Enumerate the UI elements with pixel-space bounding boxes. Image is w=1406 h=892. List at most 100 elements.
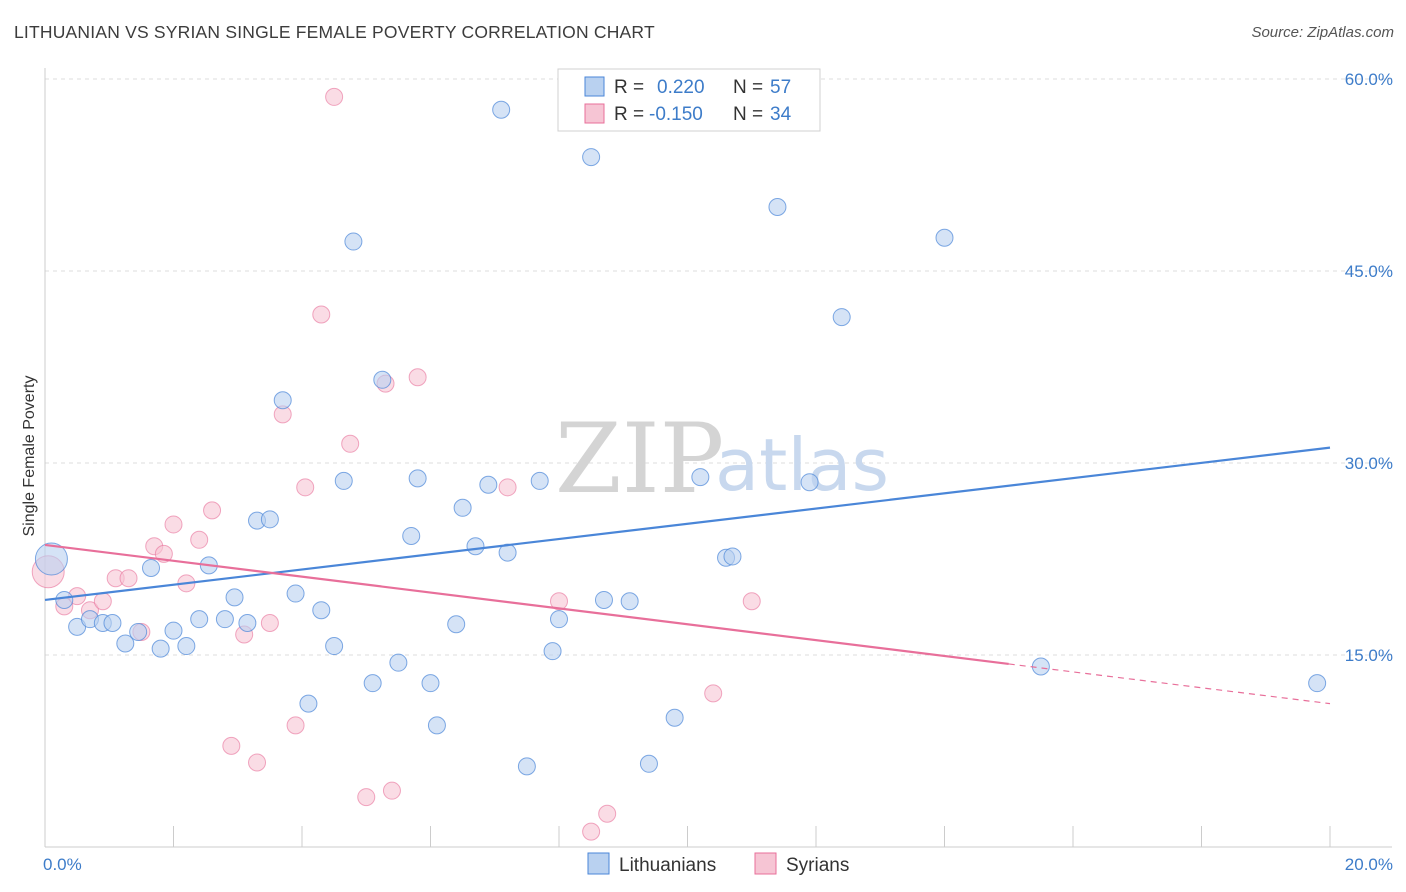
lithuanian-point	[260, 510, 279, 529]
top-legend: R = 0.220 N = 57 R = -0.150 N = 34	[557, 68, 821, 132]
lithuanian-point	[334, 471, 353, 490]
syrian-point	[550, 592, 568, 611]
lithuanian-point	[550, 610, 568, 629]
y-tick-labels: 15.0% 30.0% 45.0% 60.0%	[1345, 70, 1393, 665]
lithuanian-point	[225, 588, 244, 607]
syrian-point	[742, 592, 761, 611]
syrian-point	[93, 592, 112, 611]
lithuanian-point	[286, 584, 305, 603]
chart-title: LITHUANIAN VS SYRIAN SINGLE FEMALE POVER…	[14, 22, 655, 42]
lithuanian-point	[421, 674, 440, 693]
lithuanian-point	[34, 542, 68, 576]
lithuanian-point	[344, 232, 363, 251]
syrian-point	[164, 515, 183, 534]
lithuanian-point	[492, 100, 511, 119]
x-tick-labels: 0.0% 20.0%	[43, 855, 1393, 874]
syrian-point	[582, 822, 601, 841]
legend-swatch-lithuanians	[584, 76, 605, 97]
lithuanian-point	[665, 708, 684, 727]
legend-r-label-syr: R =	[614, 104, 644, 125]
lithuanian-point	[691, 468, 710, 487]
lithuanian-point	[129, 622, 148, 641]
lithuanian-point	[151, 639, 170, 658]
syrian-point	[260, 614, 279, 632]
syrian-point	[296, 478, 315, 497]
syrian-point	[357, 788, 376, 807]
watermark-zip: ZIP	[555, 403, 724, 515]
lithuanian-point	[594, 590, 613, 609]
lithuanian-point	[55, 590, 74, 609]
y-tick-label: 60.0%	[1345, 70, 1393, 89]
lithuanian-point	[582, 148, 601, 167]
lithuanian-points	[34, 100, 1327, 776]
syrian-point	[598, 804, 617, 823]
legend-n-label-lit: N =	[733, 77, 763, 98]
lithuanian-point	[273, 391, 292, 410]
y-tick-label: 15.0%	[1345, 646, 1393, 665]
y-axis-label: Single Female Poverty	[21, 376, 38, 537]
lithuanian-point	[800, 473, 819, 492]
bottom-legend-swatch-lithuanians	[587, 852, 610, 875]
syrian-point	[325, 87, 344, 106]
lithuanian-point	[190, 610, 209, 629]
lithuanian-point	[530, 471, 549, 490]
trend-lines	[44, 446, 1331, 705]
lithuanian-point	[1308, 674, 1327, 693]
legend-r-value-lit: 0.220	[657, 77, 705, 98]
lithuanian-point	[312, 601, 331, 620]
syrian-point	[312, 305, 331, 324]
syrian-point	[119, 569, 138, 588]
lithuanian-point	[935, 228, 954, 247]
lithuanian-point	[373, 370, 392, 389]
legend-swatch-syrians	[584, 103, 605, 124]
bottom-legend: Lithuanians Syrians	[587, 852, 849, 876]
lithuanian-point	[402, 526, 421, 545]
watermark-atlas: atlas	[715, 423, 889, 507]
lithuanian-point	[164, 621, 183, 640]
syrian-trend-extension	[1008, 663, 1331, 705]
bottom-legend-lithuanians: Lithuanians	[619, 855, 716, 876]
lithuanian-point	[453, 498, 472, 517]
lithuanian-point	[103, 614, 122, 632]
legend-r-value-syr: -0.150	[649, 104, 703, 125]
legend-n-value-syr: 34	[770, 104, 792, 125]
lithuanian-point	[639, 754, 658, 773]
lithuanian-point	[517, 757, 536, 776]
gridlines	[45, 78, 1392, 656]
legend-n-value-lit: 57	[770, 77, 791, 98]
x-tick-label: 20.0%	[1345, 855, 1393, 874]
syrian-point	[248, 753, 267, 772]
lithuanian-point	[363, 674, 382, 693]
lithuanian-trend-line	[44, 446, 1331, 602]
lithuanian-point	[116, 634, 135, 653]
lithuanian-point	[389, 653, 408, 672]
syrian-trend-line	[44, 543, 1009, 666]
watermark: ZIP atlas	[555, 403, 889, 515]
lithuanian-point	[832, 308, 851, 327]
syrian-point	[341, 434, 360, 453]
syrian-point	[286, 716, 305, 735]
source-label: Source: ZipAtlas.com	[1251, 24, 1394, 41]
lithuanian-point	[325, 637, 344, 656]
syrian-point	[203, 501, 222, 520]
lithuanian-point	[1031, 657, 1050, 676]
lithuanian-point	[408, 469, 427, 488]
y-tick-label: 30.0%	[1345, 454, 1393, 473]
x-tick-label: 0.0%	[43, 855, 82, 874]
lithuanian-point	[620, 592, 639, 611]
bottom-legend-swatch-syrians	[754, 852, 777, 875]
syrian-point	[382, 781, 401, 800]
syrian-point	[704, 684, 723, 703]
lithuanian-point	[723, 547, 742, 566]
legend-n-label-syr: N =	[733, 104, 763, 125]
lithuanian-point	[238, 614, 257, 632]
bottom-legend-syrians: Syrians	[786, 855, 849, 876]
lithuanian-point	[447, 615, 466, 634]
lithuanian-point	[215, 610, 234, 629]
lithuanian-point	[299, 694, 318, 713]
lithuanian-point	[479, 475, 498, 494]
syrian-point	[190, 530, 209, 549]
syrian-point	[498, 478, 517, 497]
y-tick-label: 45.0%	[1345, 262, 1393, 281]
